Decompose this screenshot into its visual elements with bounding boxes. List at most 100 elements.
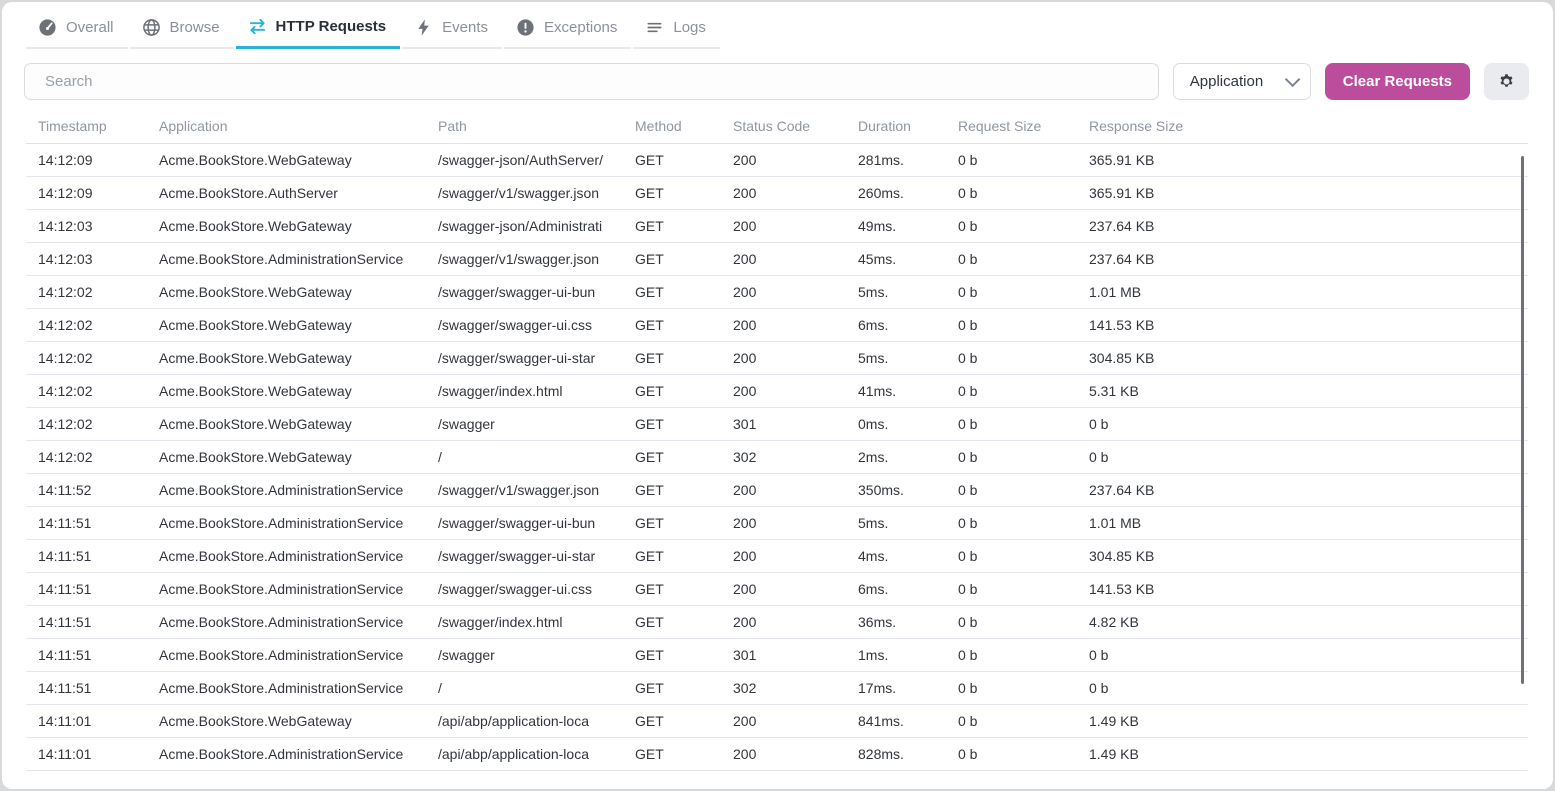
cell-request-size: 0 b [946,539,1077,573]
column-header-status-code[interactable]: Status Code [721,114,846,144]
table-row[interactable]: 14:11:51 Acme.BookStore.AdministrationSe… [26,539,1528,573]
table-row[interactable]: 14:12:02 Acme.BookStore.WebGateway /swag… [26,275,1528,309]
cell-duration: 41ms. [846,374,946,408]
cell-request-size: 0 b [946,242,1077,276]
cell-method: GET [623,341,721,375]
cell-status-code: 200 [721,143,846,177]
tab-events[interactable]: Events [402,12,502,49]
cell-request-size: 0 b [946,638,1077,672]
tab-exceptions[interactable]: Exceptions [504,12,632,49]
cell-response-size: 0 b [1077,440,1528,474]
cell-response-size: 304.85 KB [1077,539,1528,573]
table-row[interactable]: 14:12:02 Acme.BookStore.WebGateway /swag… [26,341,1528,375]
cell-response-size: 5.31 KB [1077,374,1528,408]
cell-path: /swagger/swagger-ui.css [426,572,623,606]
cell-response-size: 4.82 KB [1077,605,1528,639]
cell-status-code: 200 [721,704,846,738]
table-row[interactable]: 14:11:01 Acme.BookStore.AdministrationSe… [26,737,1528,771]
gear-icon [1498,73,1515,90]
table-row[interactable]: 14:11:01 Acme.BookStore.WebGateway /api/… [26,704,1528,738]
cell-timestamp: 14:11:01 [26,704,147,738]
cell-path: /swagger/v1/swagger.json [426,473,623,507]
tab-overall[interactable]: Overall [26,12,128,49]
cell-path: /swagger-json/Administrati [426,209,623,243]
cell-duration: 45ms. [846,242,946,276]
cell-timestamp: 14:12:02 [26,374,147,408]
table-row[interactable]: 14:12:02 Acme.BookStore.WebGateway /swag… [26,407,1528,441]
exclamation-circle-icon [516,18,535,37]
tab-http-requests[interactable]: HTTP Requests [235,11,401,49]
cell-timestamp: 14:11:51 [26,605,147,639]
table-row[interactable]: 14:11:51 Acme.BookStore.AdministrationSe… [26,572,1528,606]
cell-method: GET [623,209,721,243]
cell-path: /swagger/swagger-ui-bun [426,506,623,540]
settings-button[interactable] [1484,63,1529,100]
table-row[interactable]: 14:12:03 Acme.BookStore.WebGateway /swag… [26,209,1528,243]
table-row[interactable]: 14:12:03 Acme.BookStore.AdministrationSe… [26,242,1528,276]
cell-status-code: 200 [721,209,846,243]
clear-requests-button[interactable]: Clear Requests [1324,63,1470,100]
cell-response-size: 365.91 KB [1077,143,1528,177]
column-header-timestamp[interactable]: Timestamp [26,114,147,144]
cell-response-size: 1.49 KB [1077,737,1528,771]
cell-status-code: 200 [721,275,846,309]
gauge-icon [38,18,57,37]
cell-method: GET [623,176,721,210]
cell-timestamp: 14:11:51 [26,572,147,606]
cell-path: /api/abp/application-loca [426,737,623,771]
cell-method: GET [623,242,721,276]
search-input[interactable] [24,63,1159,100]
cell-path: /api/abp/application-loca [426,704,623,738]
table-row[interactable]: 14:11:51 Acme.BookStore.AdministrationSe… [26,671,1528,705]
tab-browse[interactable]: Browse [129,12,234,49]
cell-response-size: 141.53 KB [1077,572,1528,606]
tab-label: Events [442,19,488,36]
chevron-down-icon [1284,71,1301,88]
cell-path: /swagger/swagger-ui-star [426,539,623,573]
table-row[interactable]: 14:11:51 Acme.BookStore.AdministrationSe… [26,638,1528,672]
table-row[interactable]: 14:11:51 Acme.BookStore.AdministrationSe… [26,605,1528,639]
table-row[interactable]: 14:12:02 Acme.BookStore.WebGateway /swag… [26,374,1528,408]
column-header-response-size[interactable]: Response Size [1077,114,1528,144]
table-row[interactable]: 14:12:02 Acme.BookStore.WebGateway / GET… [26,440,1528,474]
cell-timestamp: 14:12:03 [26,209,147,243]
cell-response-size: 141.53 KB [1077,308,1528,342]
cell-method: GET [623,737,721,771]
table-row[interactable]: 14:12:09 Acme.BookStore.AuthServer /swag… [26,176,1528,210]
cell-response-size: 304.85 KB [1077,341,1528,375]
cell-response-size: 1.01 MB [1077,506,1528,540]
tab-logs[interactable]: Logs [633,12,720,49]
column-header-method[interactable]: Method [623,114,721,144]
cell-method: GET [623,572,721,606]
cell-application: Acme.BookStore.WebGateway [147,440,426,474]
cell-status-code: 200 [721,242,846,276]
cell-request-size: 0 b [946,671,1077,705]
cell-method: GET [623,275,721,309]
cell-response-size: 0 b [1077,671,1528,705]
column-header-request-size[interactable]: Request Size [946,114,1077,144]
cell-timestamp: 14:12:03 [26,242,147,276]
list-icon [645,18,664,37]
table-row[interactable]: 14:12:02 Acme.BookStore.WebGateway /swag… [26,308,1528,342]
cell-duration: 1ms. [846,638,946,672]
cell-path: /swagger [426,407,623,441]
column-header-duration[interactable]: Duration [846,114,946,144]
table-row[interactable]: 14:11:52 Acme.BookStore.AdministrationSe… [26,473,1528,507]
cell-status-code: 200 [721,605,846,639]
application-filter-select[interactable]: Application [1172,63,1311,100]
cell-application: Acme.BookStore.AdministrationService [147,242,426,276]
cell-response-size: 237.64 KB [1077,242,1528,276]
cell-path: /swagger/v1/swagger.json [426,176,623,210]
vertical-scrollbar[interactable] [1521,156,1524,684]
tab-label: Exceptions [544,19,618,36]
table-row[interactable]: 14:12:09 Acme.BookStore.WebGateway /swag… [26,143,1528,177]
filter-selected-value: Application [1189,73,1264,90]
table-row[interactable]: 14:11:51 Acme.BookStore.AdministrationSe… [26,506,1528,540]
column-header-path[interactable]: Path [426,114,623,144]
cell-method: GET [623,638,721,672]
cell-duration: 5ms. [846,341,946,375]
cell-path: /swagger-json/AuthServer/ [426,143,623,177]
cell-timestamp: 14:11:52 [26,473,147,507]
cell-status-code: 200 [721,572,846,606]
column-header-application[interactable]: Application [147,114,426,144]
